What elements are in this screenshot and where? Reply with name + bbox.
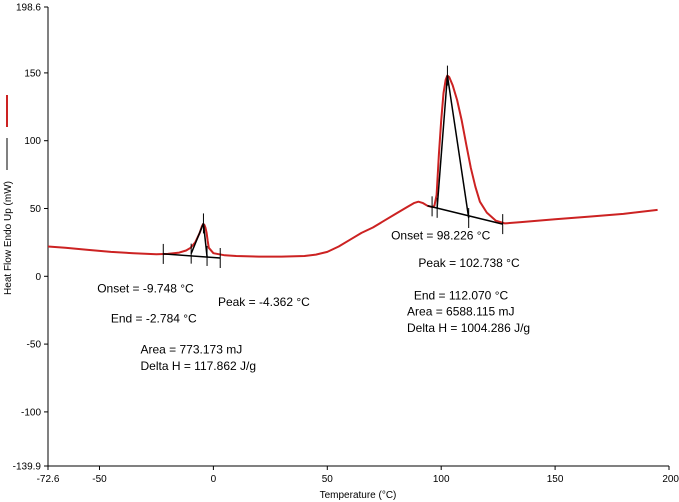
- construction-line: [163, 253, 221, 259]
- y-tick-label: 198.6: [16, 3, 41, 14]
- annotation-label: Peak = 102.738 °C: [418, 256, 520, 270]
- construction-line: [202, 223, 208, 257]
- x-tick-label: -50: [92, 474, 107, 485]
- annotations: Onset = -9.748 °C Peak = -4.362 °C End = -…: [97, 229, 530, 373]
- construction-lines: [163, 75, 503, 259]
- construction-line: [446, 75, 470, 219]
- x-tick-label: -72.6: [37, 474, 60, 485]
- annotation-label: Area = 6588.115 mJ: [407, 305, 515, 319]
- x-axis-ticks: -72.6 -50 0 50 100 150 200: [37, 466, 679, 485]
- annotation-label: Area = 773.173 mJ: [140, 343, 242, 357]
- construction-line: [427, 205, 503, 225]
- x-tick-label: 50: [322, 474, 334, 485]
- annotation-label: End = -2.784 °C: [111, 311, 197, 325]
- series-layer: [47, 74, 658, 258]
- axes: [47, 7, 669, 467]
- annotation-label: Delta H = 117.862 J/g: [140, 359, 256, 373]
- annotation-label: Delta H = 1004.286 J/g: [407, 321, 530, 335]
- annotation-label: Peak = -4.362 °C: [218, 295, 310, 309]
- x-tick-label: 150: [547, 474, 564, 485]
- annotation-label: Onset = -9.748 °C: [97, 282, 194, 296]
- y-tick-label: -50: [27, 340, 42, 351]
- tick-markers: [162, 65, 504, 268]
- x-axis-title: Temperature (°C): [320, 490, 397, 501]
- x-tick-label: 100: [433, 474, 450, 485]
- heat-flow-series-line: [47, 74, 658, 258]
- annotation-label: End = 112.070 °C: [414, 288, 509, 302]
- y-tick-label: 150: [24, 68, 41, 79]
- y-tick-label: 100: [24, 136, 41, 147]
- annotation-label: Onset = 98.226 °C: [391, 229, 491, 243]
- y-axis-ticks: 198.6 150 100 50 0 -50 -100 -139.9: [13, 3, 48, 473]
- y-tick-label: 0: [35, 272, 41, 283]
- x-tick-label: 0: [211, 474, 217, 485]
- construction-line: [436, 75, 449, 208]
- construction-line: [190, 223, 205, 254]
- y-tick-label: -139.9: [13, 462, 42, 473]
- y-axis-title: Heat Flow Endo Up (mW): [3, 181, 14, 295]
- y-tick-label: -100: [21, 407, 41, 418]
- x-tick-label: 200: [662, 474, 679, 485]
- y-tick-label: 50: [30, 204, 42, 215]
